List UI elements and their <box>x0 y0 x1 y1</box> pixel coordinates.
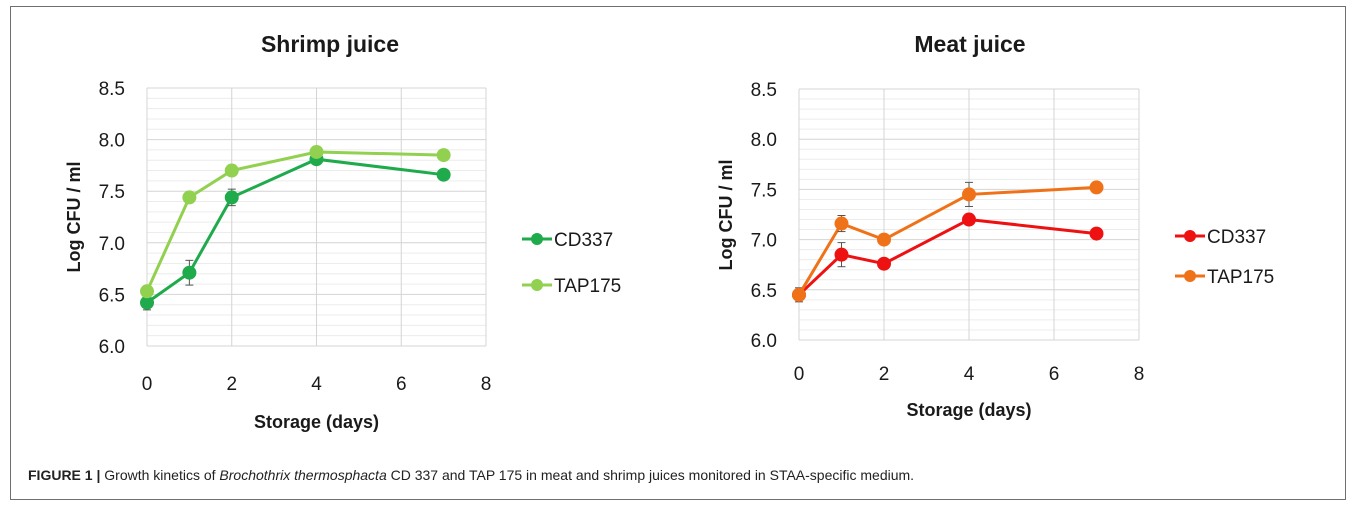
x-axis-label: Storage (days) <box>906 400 1031 420</box>
series-cd337 <box>140 152 451 311</box>
x-tick-label: 6 <box>1049 364 1060 385</box>
y-tick-label: 8.5 <box>751 80 777 101</box>
x-tick-label: 6 <box>396 374 407 395</box>
caption-label: FIGURE 1 | <box>28 467 101 483</box>
x-tick-label: 4 <box>311 374 322 395</box>
y-tick-label: 6.0 <box>751 331 777 352</box>
data-point <box>834 247 849 262</box>
x-tick-label: 0 <box>794 364 805 385</box>
series-tap175 <box>140 144 451 299</box>
data-point <box>834 216 849 231</box>
y-tick-label: 6.5 <box>751 281 777 302</box>
data-point <box>182 190 197 205</box>
data-point <box>224 163 239 178</box>
y-axis-label: Log CFU / ml <box>64 162 84 273</box>
data-point <box>182 265 197 280</box>
x-tick-label: 0 <box>142 374 153 395</box>
data-point <box>877 256 891 271</box>
legend-label: CD337 <box>554 230 613 251</box>
legend-marker <box>531 233 543 245</box>
y-tick-label: 7.5 <box>99 182 125 203</box>
data-point <box>140 284 154 299</box>
chart-title: Shrimp juice <box>261 31 399 57</box>
legend-label: TAP175 <box>554 276 621 297</box>
y-tick-label: 6.0 <box>99 337 125 358</box>
y-tick-label: 8.0 <box>751 130 777 151</box>
y-tick-label: 7.0 <box>751 231 777 252</box>
legend-item: TAP175 <box>1175 267 1274 288</box>
chart-title: Meat juice <box>914 31 1025 57</box>
caption-species: Brochothrix thermosphacta <box>219 467 387 483</box>
legend-marker <box>1184 270 1196 282</box>
x-tick-label: 2 <box>226 374 237 395</box>
legend-marker <box>531 279 543 291</box>
series-cd337 <box>792 212 1104 303</box>
data-point <box>877 232 891 247</box>
caption-text-before: Growth kinetics of <box>100 467 220 483</box>
x-tick-label: 2 <box>879 364 890 385</box>
x-tick-label: 4 <box>964 364 975 385</box>
data-point <box>792 287 806 302</box>
x-axis-label: Storage (days) <box>254 412 379 432</box>
y-axis-label: Log CFU / ml <box>716 160 736 271</box>
data-point <box>140 295 154 310</box>
caption-text-after: CD 337 and TAP 175 in meat and shrimp ju… <box>386 467 915 483</box>
y-tick-label: 7.0 <box>99 234 125 255</box>
data-point <box>962 212 976 227</box>
x-tick-label: 8 <box>481 374 492 395</box>
data-point <box>224 190 239 205</box>
y-tick-label: 6.5 <box>99 285 125 306</box>
data-point <box>436 148 451 163</box>
figure-caption: FIGURE 1 | Growth kinetics of Brochothri… <box>28 467 1328 483</box>
data-point <box>962 187 976 202</box>
y-tick-label: 8.5 <box>99 79 125 100</box>
legend-label: CD337 <box>1207 227 1266 248</box>
chart-0: Shrimp juice 6.0 6.5 7.0 7.5 8.0 8.5 0 2 4 6 8 Stora… <box>64 31 621 432</box>
legend-label: TAP175 <box>1207 267 1274 288</box>
legend-item: TAP175 <box>522 276 621 297</box>
data-point <box>436 167 451 182</box>
legend-item: CD337 <box>1175 227 1266 248</box>
legend-marker <box>1184 230 1196 242</box>
y-tick-label: 7.5 <box>751 180 777 201</box>
chart-1: Meat juice 6.0 6.5 7.0 7.5 8.0 8.5 0 2 4 6 8 Storage… <box>716 31 1274 420</box>
data-point <box>309 144 324 159</box>
data-point <box>1089 180 1104 195</box>
data-point <box>1089 226 1104 241</box>
series-line <box>797 185 1097 296</box>
series-tap175 <box>792 180 1104 302</box>
legend-item: CD337 <box>522 230 613 251</box>
y-tick-label: 8.0 <box>99 131 125 152</box>
x-tick-label: 8 <box>1134 364 1145 385</box>
